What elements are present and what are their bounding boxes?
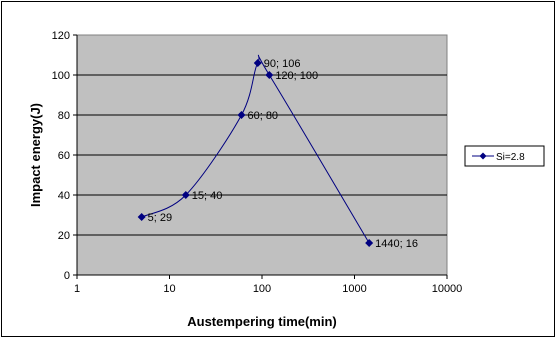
y-tick-labels: 0 20 40 60 80 100 120 <box>52 30 70 282</box>
y-tick-label: 60 <box>58 150 70 162</box>
x-tick-label: 10 <box>163 283 175 295</box>
grid-lines <box>73 34 448 279</box>
legend-box <box>464 145 545 167</box>
data-point-marker <box>365 239 374 247</box>
data-markers <box>137 59 374 247</box>
data-point-marker <box>265 71 274 79</box>
data-point-label: 90; 106 <box>264 58 301 70</box>
data-point-label: 120; 100 <box>275 70 318 82</box>
y-tick-label: 100 <box>52 70 70 82</box>
data-point-marker <box>253 59 262 67</box>
legend-diamond-marker <box>479 152 487 160</box>
y-tick-label: 40 <box>58 190 70 202</box>
y-tick-label: 20 <box>58 230 70 242</box>
x-axis-title: Austempering time(min) <box>187 314 337 329</box>
data-point-marker <box>237 111 246 119</box>
data-point-marker <box>181 191 190 199</box>
data-point-label: 5; 29 <box>148 212 172 224</box>
y-tick-label: 120 <box>52 30 70 42</box>
y-axis-title: Impact energy(J) <box>28 103 43 207</box>
x-tick-labels: 1 10 100 1000 10000 <box>74 283 462 295</box>
data-point-label: 15; 40 <box>192 190 223 202</box>
legend-label: Si=2.8 <box>496 152 525 163</box>
x-tick-label: 10000 <box>432 283 463 295</box>
data-point-label: 60; 80 <box>247 110 278 122</box>
axes <box>76 35 447 276</box>
y-tick-label: 80 <box>58 110 70 122</box>
data-point-marker <box>137 213 146 221</box>
data-point-label: 1440; 16 <box>375 238 418 250</box>
y-tick-label: 0 <box>64 270 70 282</box>
x-tick-label: 100 <box>253 283 271 295</box>
legend: Si=2.8 <box>464 145 545 167</box>
x-tick-label: 1 <box>74 283 80 295</box>
x-tick-label: 1000 <box>342 283 366 295</box>
